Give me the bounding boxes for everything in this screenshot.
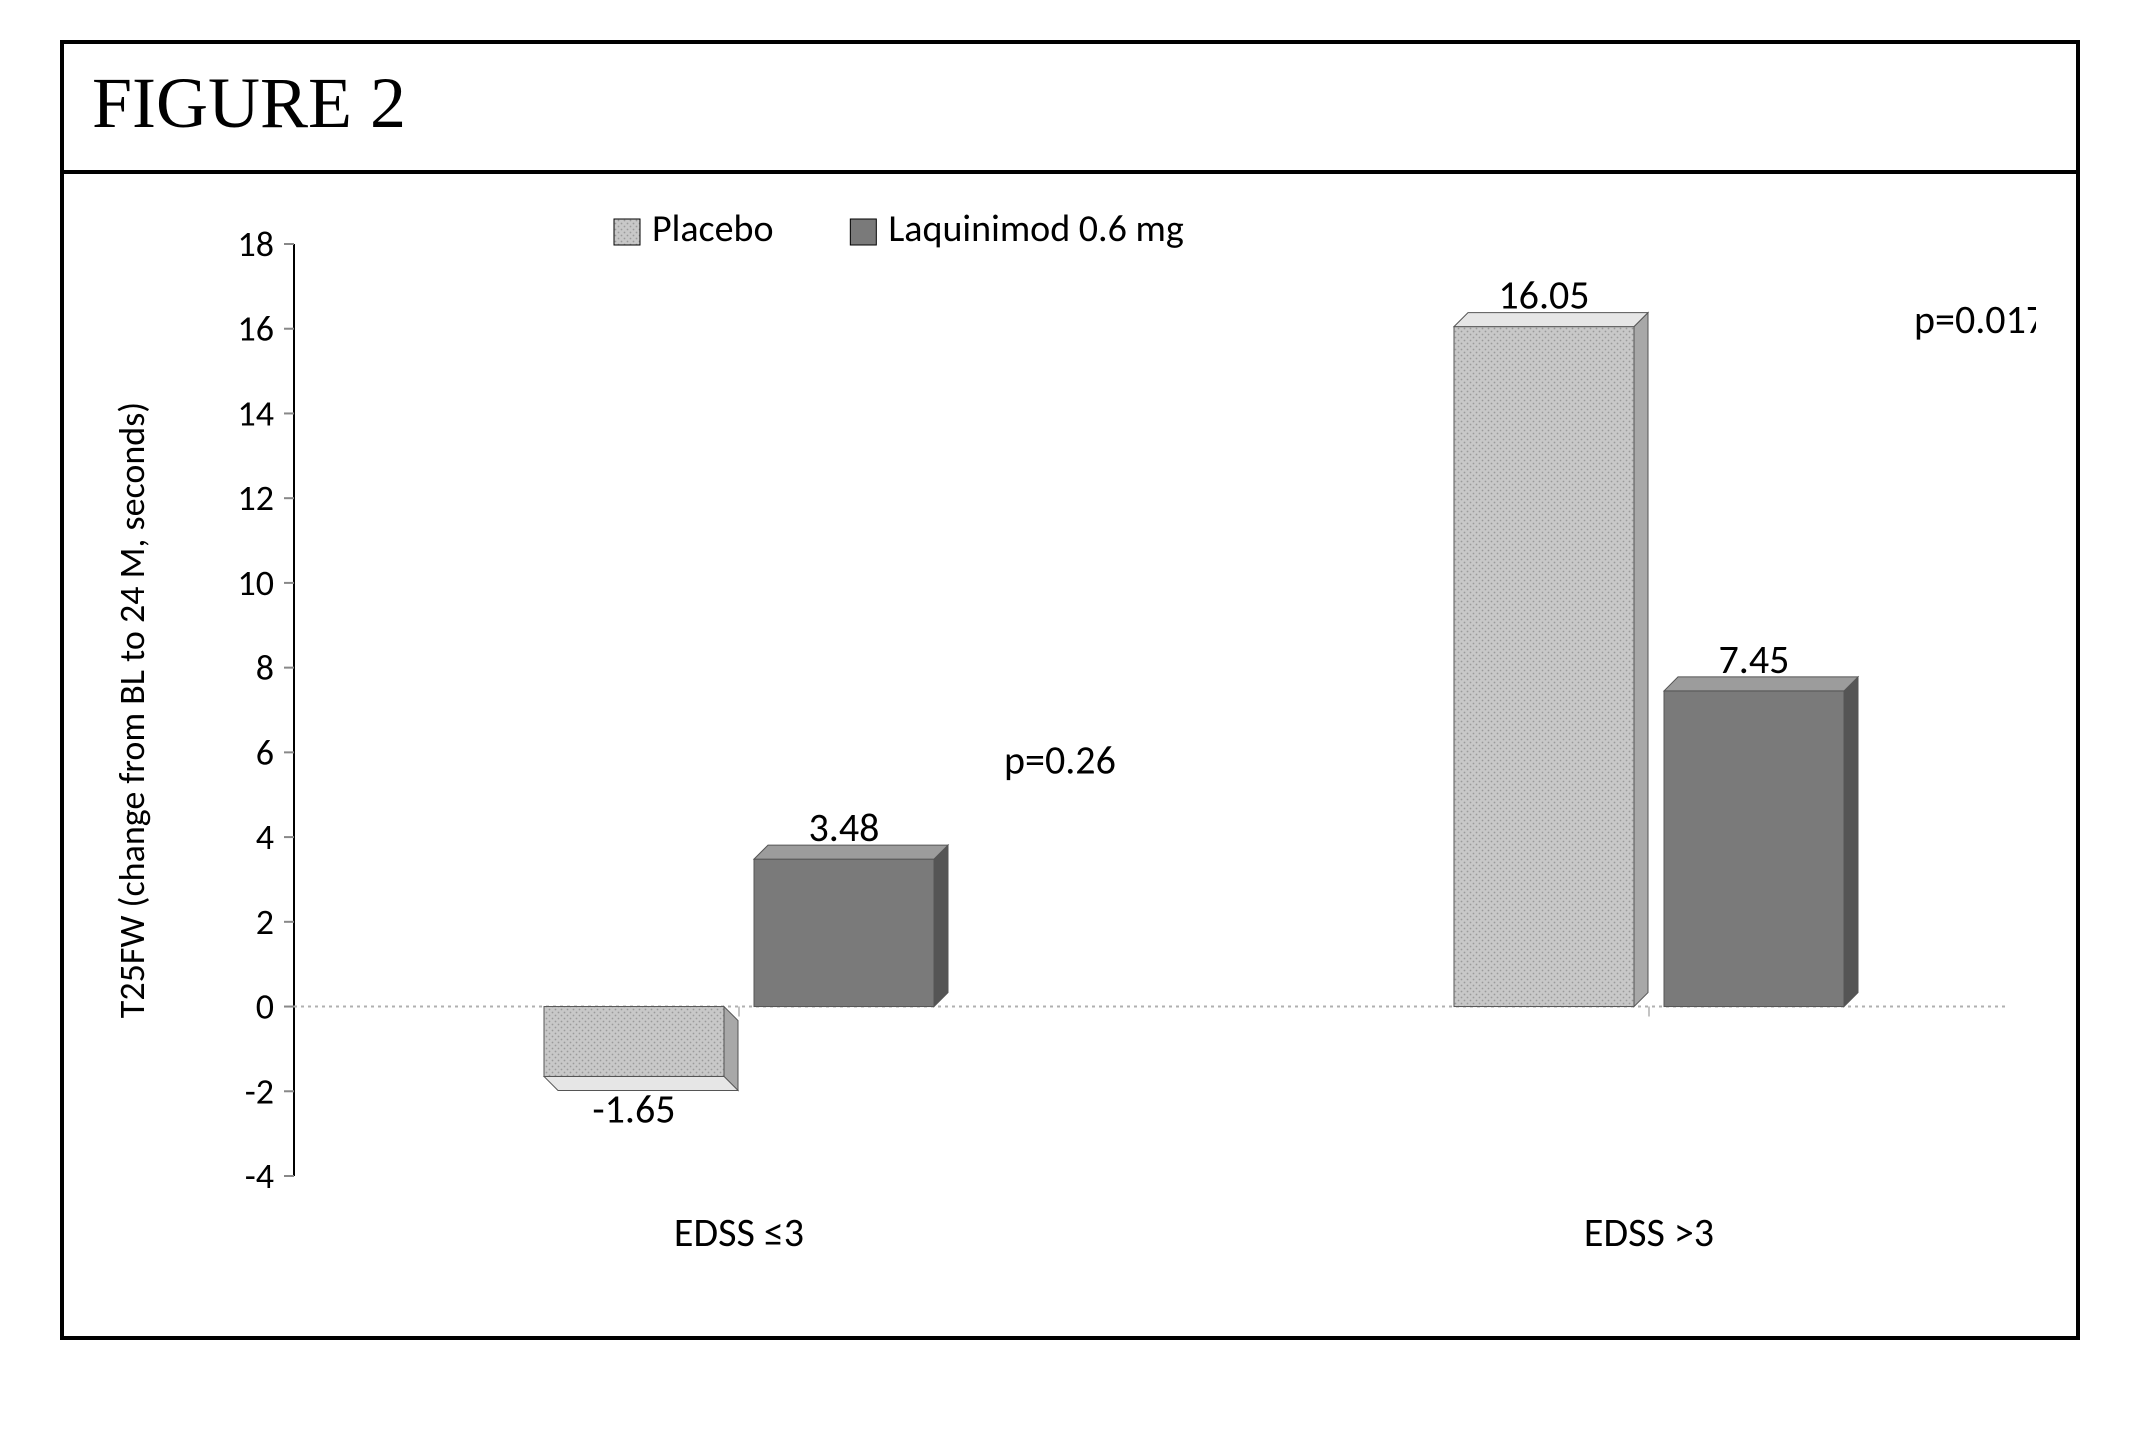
svg-text:8: 8 [256, 646, 274, 690]
chart-region: -4 -2 0 2 4 6 8 10 12 14 16 18 T25FW (change from BL… [64, 174, 2076, 1336]
figure-title: FIGURE 2 [92, 63, 406, 143]
svg-text:12: 12 [238, 476, 275, 520]
figure-title-bar: FIGURE 2 [64, 44, 2076, 174]
svg-text:14: 14 [238, 391, 275, 435]
svg-text:7.45: 7.45 [1719, 635, 1790, 684]
svg-text:18: 18 [238, 222, 275, 266]
svg-text:10: 10 [238, 561, 275, 605]
svg-text:p=0.017: p=0.017 [1914, 295, 2036, 344]
svg-text:4: 4 [256, 815, 274, 859]
svg-text:Laquinimod 0.6 mg: Laquinimod 0.6 mg [888, 206, 1184, 252]
figure-frame: FIGURE 2 -4 -2 0 2 4 6 8 10 12 14 16 18 T25FW (chang… [60, 40, 2080, 1340]
svg-text:-2: -2 [245, 1069, 274, 1113]
svg-text:16: 16 [238, 307, 275, 351]
svg-text:2: 2 [256, 900, 274, 944]
bar-chart: -4 -2 0 2 4 6 8 10 12 14 16 18 T25FW (change from BL… [104, 204, 2036, 1296]
svg-text:3.48: 3.48 [809, 803, 880, 852]
svg-text:-4: -4 [245, 1154, 274, 1198]
svg-text:Placebo: Placebo [652, 206, 774, 252]
svg-text:EDSS >3: EDSS >3 [1584, 1208, 1714, 1257]
svg-text:p=0.26: p=0.26 [1004, 736, 1116, 785]
svg-text:T25FW (change from BL to 24 M,: T25FW (change from BL to 24 M, seconds) [110, 402, 154, 1018]
svg-text:6: 6 [256, 730, 274, 774]
svg-text:0: 0 [256, 985, 274, 1029]
svg-text:EDSS ≤3: EDSS ≤3 [674, 1208, 804, 1257]
svg-text:-1.65: -1.65 [592, 1084, 675, 1133]
svg-text:16.05: 16.05 [1498, 271, 1589, 320]
